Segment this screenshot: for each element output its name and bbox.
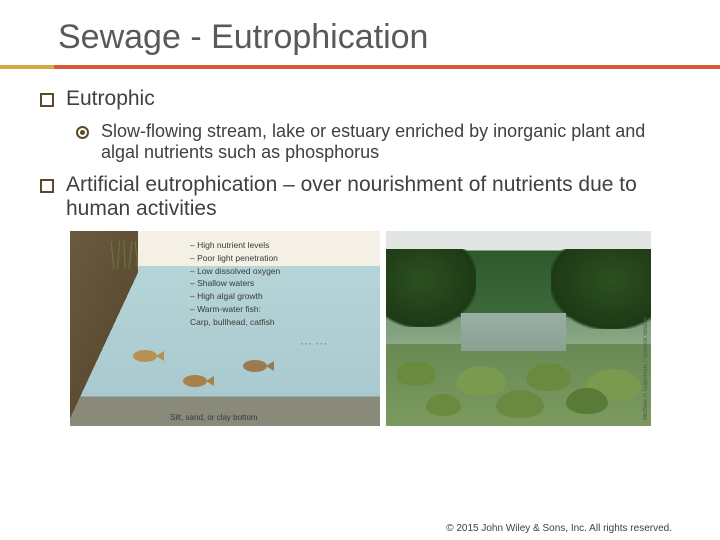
- eutrophic-lake-diagram: – High nutrient levels – Poor light pene…: [70, 231, 380, 426]
- diagram-bottom-label: Silt, sand, or clay bottom: [170, 413, 258, 422]
- pond-vegetation: [386, 341, 651, 426]
- diagram-label: – Low dissolved oxygen: [190, 265, 280, 278]
- underline-accent-orange: [54, 65, 720, 69]
- diagram-label: – Shallow waters: [190, 277, 280, 290]
- title-underline: [0, 65, 720, 69]
- square-bullet-icon: [40, 93, 54, 107]
- slide-title: Sewage - Eutrophication: [0, 0, 720, 65]
- bullet-text: Eutrophic: [66, 87, 155, 111]
- diagram-label: – High nutrient levels: [190, 239, 280, 252]
- diagram-label-list: – High nutrient levels – Poor light pene…: [190, 239, 280, 328]
- bullet-eutrophic: Eutrophic: [40, 87, 680, 111]
- fish-icon: [180, 371, 216, 387]
- reeds-illustration: [110, 241, 150, 281]
- underline-accent-gold: [0, 65, 54, 69]
- figure-row: – High nutrient levels – Poor light pene…: [70, 231, 680, 426]
- diagram-label: – Warm-water fish:: [190, 303, 280, 316]
- photo-credit: Michael P. Gadomski / Science Source: [643, 317, 649, 420]
- bullet-artificial: Artificial eutrophication – over nourish…: [40, 173, 680, 221]
- subbullet-definition: Slow-flowing stream, lake or estuary enr…: [76, 121, 680, 163]
- small-fish-icon: ··· ···: [300, 336, 340, 356]
- eutrophic-pond-photo: Michael P. Gadomski / Science Source: [386, 231, 651, 426]
- trees-right: [551, 249, 651, 329]
- diagram-label: – Poor light penetration: [190, 252, 280, 265]
- fish-icon: [240, 356, 276, 372]
- fish-icon: [130, 346, 166, 362]
- copyright-text: © 2015 John Wiley & Sons, Inc. All right…: [446, 523, 672, 534]
- content-area: Eutrophic Slow-flowing stream, lake or e…: [0, 69, 720, 426]
- subbullet-text: Slow-flowing stream, lake or estuary enr…: [101, 121, 680, 163]
- bullet-text: Artificial eutrophication – over nourish…: [66, 173, 680, 221]
- target-bullet-icon: [76, 126, 89, 139]
- diagram-label: Carp, bullhead, catfish: [190, 316, 280, 329]
- square-bullet-icon: [40, 179, 54, 193]
- diagram-label: – High algal growth: [190, 290, 280, 303]
